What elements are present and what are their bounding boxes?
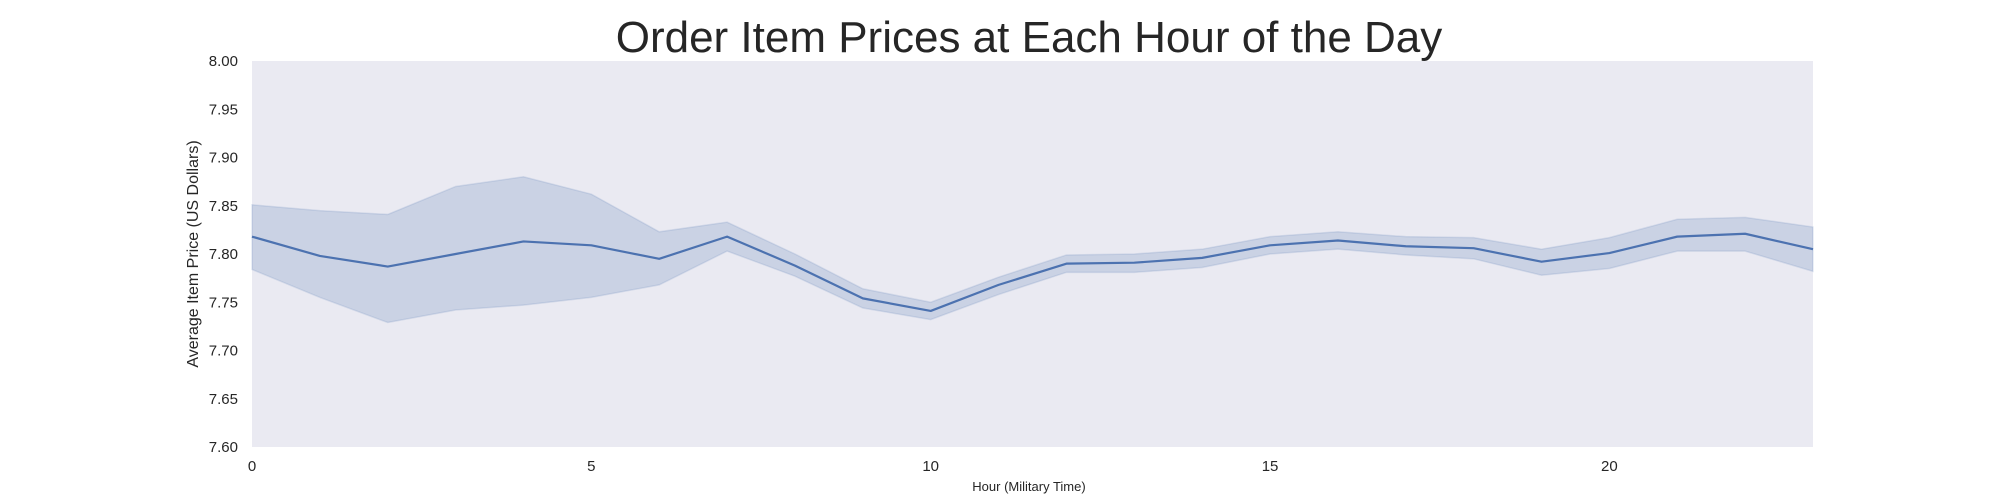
x-axis-ticks: 0 5 10 15 20 [248, 458, 1618, 475]
data-point [1404, 244, 1408, 248]
data-point [1064, 262, 1068, 266]
x-tick-label: 20 [1601, 458, 1618, 475]
data-point [318, 254, 322, 258]
x-axis-label: Hour (Military Time) [972, 479, 1085, 494]
y-tick-label: 7.90 [209, 150, 238, 167]
y-tick-label: 7.65 [209, 391, 238, 408]
chart-title: Order Item Prices at Each Hour of the Da… [616, 13, 1443, 62]
data-point [657, 257, 661, 261]
plot-area-background [252, 61, 1813, 447]
x-tick-label: 0 [248, 458, 256, 475]
data-point [1336, 238, 1340, 242]
data-point [521, 239, 525, 243]
data-point [1132, 261, 1136, 265]
data-point [725, 235, 729, 239]
y-tick-label: 7.70 [209, 343, 238, 360]
data-point [454, 252, 458, 256]
data-point [250, 235, 254, 239]
data-point [386, 265, 390, 269]
x-tick-label: 5 [587, 458, 595, 475]
y-tick-label: 7.80 [209, 246, 238, 263]
data-point [1675, 235, 1679, 239]
data-point [1811, 247, 1815, 251]
confidence-band-layer [251, 176, 1814, 324]
data-point [1200, 256, 1204, 260]
y-tick-label: 7.75 [209, 294, 238, 311]
y-tick-label: 7.60 [209, 439, 238, 456]
data-point [1268, 243, 1272, 247]
y-tick-label: 7.85 [209, 198, 238, 215]
data-point [1743, 232, 1747, 236]
data-point [1607, 251, 1611, 255]
data-point [589, 243, 593, 247]
confidence-band [251, 176, 1814, 324]
y-axis-ticks: 7.60 7.65 7.70 7.75 7.80 7.85 7.90 7.95 8.00 [209, 53, 238, 456]
data-point [793, 264, 797, 268]
data-point [1472, 246, 1476, 250]
y-axis-label: Average Item Price (US Dollars) [185, 140, 202, 367]
x-tick-label: 10 [922, 458, 939, 475]
y-tick-label: 8.00 [209, 53, 238, 70]
y-tick-label: 7.95 [209, 101, 238, 118]
data-point [1540, 260, 1544, 264]
data-point [997, 283, 1001, 287]
series-line-layer [250, 232, 1815, 313]
x-tick-label: 15 [1262, 458, 1279, 475]
data-point [861, 296, 865, 300]
data-point [929, 309, 933, 313]
series-line [251, 232, 1814, 313]
